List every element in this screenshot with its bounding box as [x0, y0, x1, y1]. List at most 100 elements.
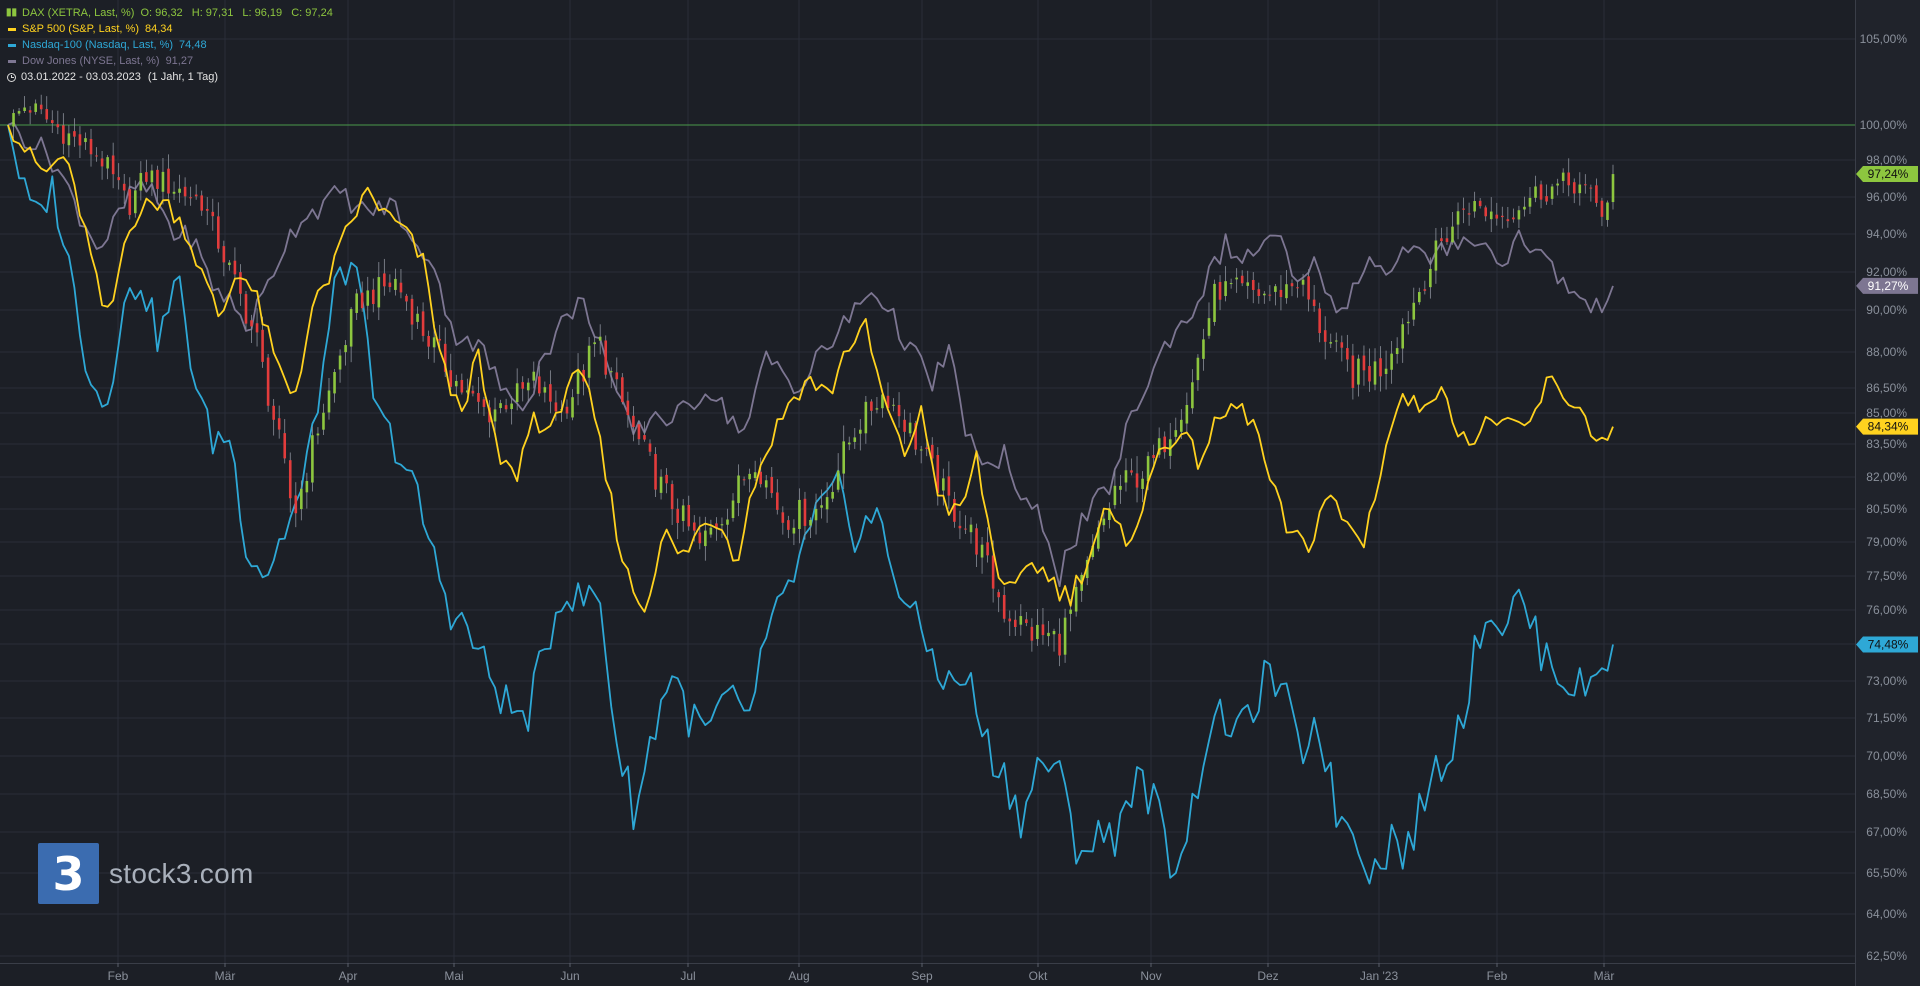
- candle-body: [554, 402, 558, 412]
- candle-body: [1567, 172, 1571, 186]
- candle-body: [1417, 292, 1421, 303]
- candle-body: [1119, 485, 1122, 490]
- y-tick-label: 67,00%: [1866, 825, 1907, 839]
- y-tick-label: 92,00%: [1866, 265, 1907, 279]
- candle-body: [217, 216, 220, 249]
- candle-body: [692, 522, 696, 531]
- y-tick-label: 71,50%: [1866, 711, 1907, 725]
- y-tick-label: 88,00%: [1866, 345, 1907, 359]
- candle-body: [676, 508, 679, 523]
- y-axis-panel[interactable]: [1855, 0, 1920, 986]
- candle-body: [78, 134, 82, 146]
- candle-body: [1135, 473, 1139, 488]
- candle-body: [117, 177, 120, 181]
- legend-nasdaq-value: 74,48: [179, 39, 207, 51]
- candle-body: [1318, 308, 1321, 334]
- legend-row-sp500[interactable]: S&P 500 (S&P, Last, %) 84,34: [6, 21, 333, 37]
- candle-body: [233, 260, 237, 275]
- candle-body: [288, 460, 292, 499]
- candle-body: [975, 528, 978, 555]
- y-tick-label: 62,50%: [1866, 949, 1907, 963]
- candle-body: [427, 336, 430, 347]
- candle-body: [764, 480, 768, 488]
- candle-body: [1019, 616, 1023, 625]
- dax-candles[interactable]: [12, 94, 1615, 667]
- candle-body: [737, 475, 740, 504]
- candle-body: [228, 262, 231, 265]
- candle-body: [23, 107, 26, 112]
- candle-body: [1334, 340, 1338, 342]
- candle-body: [665, 474, 668, 484]
- candle-body: [167, 168, 170, 194]
- candle-body: [875, 408, 879, 410]
- y-tick-label: 85,00%: [1866, 406, 1907, 420]
- candle-body: [1152, 455, 1155, 458]
- candle-body: [50, 120, 54, 124]
- candle-body: [615, 372, 619, 380]
- candle-body: [1589, 187, 1593, 189]
- candle-body: [1545, 196, 1548, 202]
- candle-body: [438, 338, 441, 341]
- candle-body: [787, 520, 790, 530]
- series-line-2[interactable]: [7, 124, 1614, 613]
- candle-body: [809, 519, 812, 526]
- candle-body: [1213, 283, 1216, 322]
- candle-body: [1501, 215, 1504, 218]
- candle-body: [1025, 619, 1028, 623]
- legend-row-dax[interactable]: ▮▮ DAX (XETRA, Last, %) O: 96,32 H: 97,3…: [6, 5, 333, 21]
- candle-body: [1351, 355, 1355, 388]
- candle-body: [886, 395, 890, 409]
- candle-body: [277, 418, 281, 430]
- legend-dax-low: L: 96,19: [242, 7, 283, 19]
- candle-body: [394, 278, 397, 290]
- candle-body: [1224, 281, 1227, 296]
- legend-nasdaq-swatch: [8, 43, 16, 47]
- candle-body: [17, 111, 21, 114]
- candle-body: [953, 498, 956, 522]
- x-tick-label: Jan '23: [1360, 969, 1399, 983]
- legend-row-dow[interactable]: Dow Jones (NYSE, Last, %) 91,27: [6, 53, 333, 69]
- candle-body: [798, 499, 801, 529]
- candle-body: [565, 406, 569, 414]
- candle-body: [327, 390, 331, 413]
- x-tick-label: Okt: [1029, 969, 1048, 983]
- candle-body: [726, 519, 729, 525]
- candle-body: [1368, 366, 1371, 382]
- candle-body: [1523, 206, 1526, 210]
- candle-body: [842, 441, 846, 474]
- candle-body: [1013, 619, 1017, 627]
- candle-body: [294, 495, 298, 514]
- candle-body: [183, 186, 187, 197]
- candle-body: [139, 173, 143, 191]
- candle-body: [609, 371, 613, 373]
- candle-body: [305, 481, 309, 493]
- candle-body: [1346, 348, 1349, 360]
- candle-body: [1251, 279, 1255, 290]
- price-label-text: 91,27%: [1868, 279, 1909, 293]
- y-tick-label: 68,50%: [1866, 787, 1907, 801]
- price-label-text: 97,24%: [1868, 167, 1909, 181]
- candle-body: [571, 397, 574, 418]
- candle-body: [1495, 214, 1499, 219]
- y-tick-label: 73,00%: [1866, 674, 1907, 688]
- candle-body: [349, 309, 353, 347]
- candle-body: [272, 405, 275, 420]
- candle-body: [881, 394, 884, 409]
- candle-body: [598, 336, 602, 341]
- candle-body: [460, 379, 464, 393]
- candle-body: [637, 424, 641, 440]
- series-line-4[interactable]: [7, 121, 1614, 588]
- candle-body: [416, 313, 419, 322]
- x-tick-label: Nov: [1140, 969, 1161, 983]
- candle-body: [1036, 624, 1039, 640]
- x-tick-label: Mai: [444, 969, 463, 983]
- candle-body: [1108, 508, 1111, 521]
- legend-row-nasdaq[interactable]: Nasdaq-100 (Nasdaq, Last, %) 74,48: [6, 37, 333, 53]
- y-tick-label: 65,50%: [1866, 866, 1907, 880]
- candle-body: [510, 403, 513, 410]
- candle-body: [1268, 294, 1272, 296]
- candle-body: [34, 103, 37, 112]
- candle-body: [759, 471, 762, 485]
